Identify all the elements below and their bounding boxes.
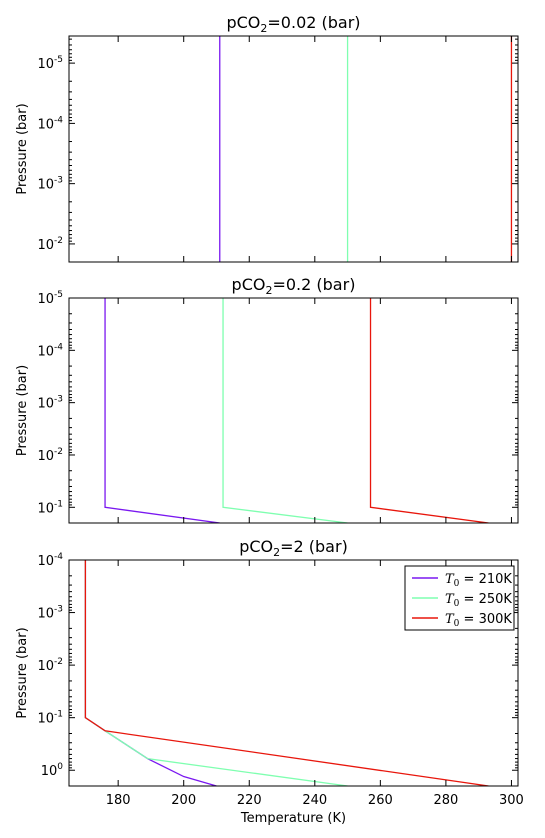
y-tick-label: 10-3 [37, 395, 63, 412]
legend-label: T0 = 210K [445, 572, 512, 589]
y-axis-label: Pressure (bar) [15, 103, 30, 194]
y-axis-label: Pressure (bar) [15, 627, 30, 718]
plot-frame [68, 297, 519, 524]
y-tick-label: 10-3 [37, 176, 63, 193]
legend-label: T0 = 300K [445, 612, 512, 629]
y-tick-label: 10-4 [37, 342, 63, 359]
legend: T0 = 210K T0 = 250K T0 = 300K [404, 565, 515, 631]
x-tick-label: 280 [433, 793, 458, 808]
series-line-2 [222, 298, 348, 523]
x-tick-label: 200 [171, 793, 196, 808]
y-tick-label: 10-2 [37, 447, 63, 464]
x-tick-label: 180 [106, 793, 131, 808]
y-tick-label: 10-5 [37, 55, 63, 72]
y-tick-label: 100 [41, 762, 64, 779]
x-axis-label: Temperature (K) [240, 811, 346, 826]
y-tick-label: 10-4 [37, 552, 63, 569]
panel-title: pCO2=2 (bar) [239, 537, 348, 559]
plot-frame [68, 35, 519, 263]
panel-title: pCO2=0.2 (bar) [232, 275, 356, 297]
panel-1: 10-5 10-4 10-3 10-2 pCO2=0.02 (bar) Pressure … [15, 13, 519, 263]
plot-frame [68, 559, 519, 787]
x-tick-label: 300 [499, 793, 524, 808]
series-line-1 [104, 298, 220, 523]
panel-2: 10-5 10-4 10-3 10-2 10-1 pCO2=0.2 (bar) Pressu… [15, 275, 519, 524]
series-line-1 [84, 560, 217, 786]
y-tick-label: 10-1 [37, 499, 63, 516]
x-tick-label: 240 [302, 793, 327, 808]
series-line-3 [84, 560, 489, 786]
x-tick-label: 260 [368, 793, 393, 808]
panel-3: 10-4 10-3 10-2 10-1 100 180 200 220 240 260 280 300… [15, 537, 524, 826]
x-tick-label: 220 [237, 793, 262, 808]
series-line-2 [84, 560, 348, 786]
y-tick-label: 10-1 [37, 710, 63, 727]
y-axis-label: Pressure (bar) [15, 365, 30, 456]
y-tick-label: 10-3 [37, 605, 63, 622]
y-tick-label: 10-5 [37, 290, 63, 307]
series-line-3 [369, 298, 489, 523]
y-tick-label: 10-4 [37, 115, 63, 132]
panel-title: pCO2=0.02 (bar) [226, 13, 360, 35]
y-tick-label: 10-2 [37, 657, 63, 674]
y-tick-label: 10-2 [37, 236, 63, 253]
legend-label: T0 = 250K [445, 592, 512, 609]
